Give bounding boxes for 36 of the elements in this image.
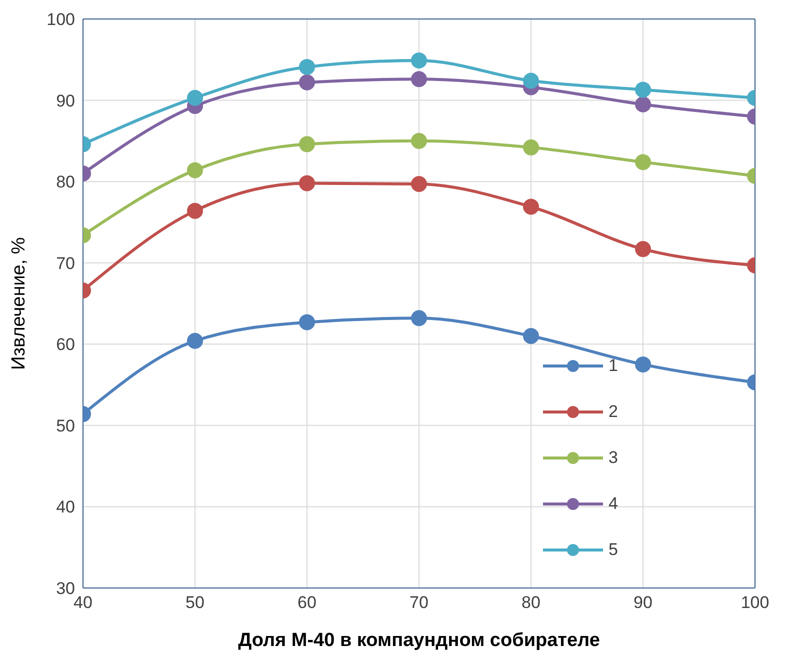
y-tick-label: 70 — [56, 254, 75, 273]
point — [299, 136, 315, 152]
y-tick-label: 40 — [56, 498, 75, 517]
legend-label: 5 — [608, 539, 618, 561]
legend-label: 2 — [608, 401, 618, 423]
x-tick-label: 60 — [298, 593, 316, 612]
y-axis-title: Извлечение, % — [8, 237, 30, 370]
point — [411, 52, 427, 68]
y-tick-label: 90 — [56, 91, 75, 110]
y-tick-label: 30 — [56, 579, 75, 598]
point — [299, 314, 315, 330]
point — [411, 310, 427, 326]
x-tick-label: 100 — [740, 593, 770, 612]
legend-label: 1 — [608, 355, 618, 377]
y-tick-label: 100 — [46, 10, 75, 30]
y-tick-label: 50 — [56, 416, 75, 436]
x-axis-title: Доля М-40 в компаундном собирателе — [238, 630, 600, 651]
x-tick-label: 90 — [634, 593, 652, 612]
x-tick-label: 70 — [410, 593, 428, 612]
x-tick-label: 40 — [74, 593, 92, 612]
point — [523, 139, 539, 156]
point — [299, 74, 315, 90]
point — [523, 72, 539, 89]
legend-label: 4 — [608, 493, 618, 515]
point — [299, 58, 315, 75]
point — [411, 71, 427, 88]
point — [411, 176, 427, 192]
y-tick-label: 80 — [56, 172, 75, 192]
point — [411, 132, 427, 149]
point — [523, 198, 539, 215]
y-tick-label: 60 — [56, 335, 75, 354]
point — [299, 175, 315, 192]
point — [523, 328, 539, 344]
x-tick-label: 80 — [522, 593, 540, 612]
x-tick-label: 50 — [186, 593, 204, 612]
legend-label: 3 — [608, 447, 618, 469]
